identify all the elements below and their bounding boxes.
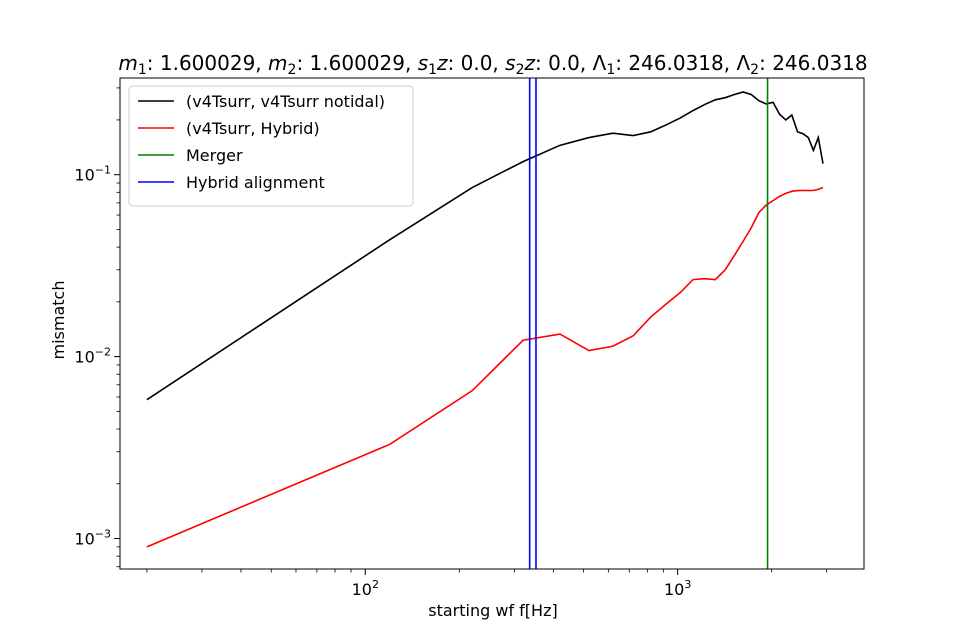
y-tick-label: 10−3: [74, 528, 111, 549]
legend-label: Hybrid alignment: [186, 173, 325, 192]
y-tick-label: 10−2: [74, 346, 111, 367]
series-line-0: [146, 91, 824, 401]
legend-box: [128, 85, 414, 207]
axes: 102 103 10−3 10−2 10−1: [74, 77, 865, 599]
legend-label: Merger: [186, 146, 243, 165]
x-tick-label: 102: [352, 578, 379, 599]
x-tick-label: 103: [664, 578, 691, 599]
x-axis-label: starting wf f[Hz]: [428, 601, 557, 620]
legend: (v4Tsurr, v4Tsurr notidal) (v4Tsurr, Hybr…: [128, 85, 414, 207]
legend-label: (v4Tsurr, Hybrid): [186, 119, 320, 138]
legend-label: (v4Tsurr, v4Tsurr notidal): [186, 92, 385, 111]
y-axis-label: mismatch: [49, 281, 68, 360]
chart-title: m1: 1.600029, m2: 1.600029, s1z: 0.0, s2…: [118, 51, 867, 78]
plot-area: [146, 78, 824, 569]
series-line-1: [146, 186, 824, 548]
axes-frame: [119, 77, 865, 570]
y-tick-label: 10−1: [74, 164, 111, 185]
